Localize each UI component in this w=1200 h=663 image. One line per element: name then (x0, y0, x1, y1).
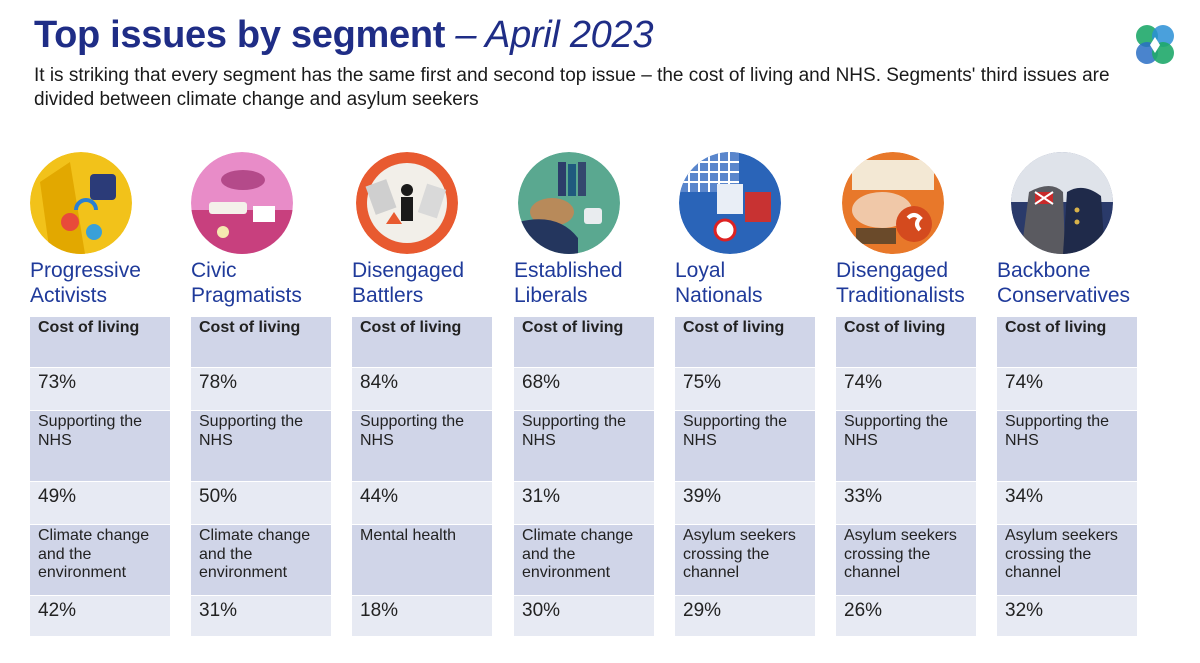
issue-2-value: 44% (352, 482, 492, 524)
issue-1-value: 73% (30, 368, 170, 410)
backbone-conservatives-icon (1011, 152, 1113, 254)
brand-logo-icon (1136, 25, 1174, 64)
segment-name-line1: Loyal (675, 259, 726, 282)
segment-name-line1: Civic (191, 259, 237, 282)
issue-2-cell: Supporting the NHS (352, 411, 492, 481)
issue-3-value: 32% (997, 596, 1137, 636)
disengaged-battlers-icon (356, 152, 458, 254)
issue-2-value: 31% (514, 482, 654, 524)
issue-1-value: 68% (514, 368, 654, 410)
issue-3-value: 26% (836, 596, 976, 636)
issue-1-cell: Cost of living (675, 317, 815, 367)
segment-name-line1: Progressive (30, 259, 141, 282)
segment-name-line2: Activists (30, 284, 108, 307)
title-suffix: – April 2023 (455, 14, 654, 56)
segment-name-line2: Traditionalists (836, 284, 965, 307)
issue-2-value: 33% (836, 482, 976, 524)
issue-3-cell: Climate change and the environment (514, 525, 654, 595)
issue-1-value: 78% (191, 368, 331, 410)
issue-3-value: 18% (352, 596, 492, 636)
segment-name: Backbone Conservatives (997, 258, 1167, 308)
segment-name-line2: Battlers (352, 284, 424, 307)
issue-3-cell: Asylum seekers crossing the channel (675, 525, 815, 595)
segment-name-line2: Nationals (675, 284, 763, 307)
segment-name-line2: Pragmatists (191, 284, 302, 307)
issue-1-value: 84% (352, 368, 492, 410)
segment-name: Progressive Activists (30, 258, 200, 308)
issue-1-cell: Cost of living (352, 317, 492, 367)
issue-1-cell: Cost of living (30, 317, 170, 367)
issue-3-cell: Asylum seekers crossing the channel (836, 525, 976, 595)
issue-2-cell: Supporting the NHS (30, 411, 170, 481)
segment-name-line1: Disengaged (836, 259, 949, 282)
issue-1-cell: Cost of living (514, 317, 654, 367)
segment-name: Disengaged Battlers (352, 258, 522, 308)
civic-pragmatists-icon (191, 152, 293, 254)
issue-1-value: 74% (836, 368, 976, 410)
loyal-nationals-icon (679, 152, 781, 254)
segment-name: Established Liberals (514, 258, 684, 308)
issue-3-cell: Climate change and the environment (191, 525, 331, 595)
issue-2-cell: Supporting the NHS (997, 411, 1137, 481)
issue-2-cell: Supporting the NHS (675, 411, 815, 481)
issue-3-value: 31% (191, 596, 331, 636)
issue-2-cell: Supporting the NHS (514, 411, 654, 481)
segment-name: Loyal Nationals (675, 258, 845, 308)
progressive-activists-icon (30, 152, 132, 254)
issue-1-cell: Cost of living (191, 317, 331, 367)
title-main: Top issues by segment (34, 14, 446, 56)
issue-1-value: 75% (675, 368, 815, 410)
issue-3-value: 29% (675, 596, 815, 636)
issue-2-cell: Supporting the NHS (191, 411, 331, 481)
segment-name-line2: Conservatives (997, 284, 1131, 307)
segment-name-line1: Disengaged (352, 259, 465, 282)
issue-1-cell: Cost of living (836, 317, 976, 367)
page-subtitle: It is striking that every segment has th… (34, 65, 1110, 110)
segment-name: Civic Pragmatists (191, 258, 361, 308)
issue-2-value: 49% (30, 482, 170, 524)
segment-name-line1: Backbone (997, 259, 1091, 282)
issue-1-cell: Cost of living (997, 317, 1137, 367)
issue-1-value: 74% (997, 368, 1137, 410)
established-liberals-icon (518, 152, 620, 254)
issue-3-cell: Climate change and the environment (30, 525, 170, 595)
issue-3-value: 30% (514, 596, 654, 636)
issue-2-value: 39% (675, 482, 815, 524)
issue-2-value: 50% (191, 482, 331, 524)
issue-2-value: 34% (997, 482, 1137, 524)
disengaged-traditionalists-icon (842, 152, 944, 254)
issue-3-value: 42% (30, 596, 170, 636)
page-title: Top issues by segment – April 2023 (34, 14, 653, 57)
issue-3-cell: Mental health (352, 525, 492, 595)
issue-2-cell: Supporting the NHS (836, 411, 976, 481)
segment-name-line1: Established (514, 259, 623, 282)
segment-name-line2: Liberals (514, 284, 588, 307)
issue-3-cell: Asylum seekers crossing the channel (997, 525, 1137, 595)
segment-name: Disengaged Traditionalists (836, 258, 1006, 308)
